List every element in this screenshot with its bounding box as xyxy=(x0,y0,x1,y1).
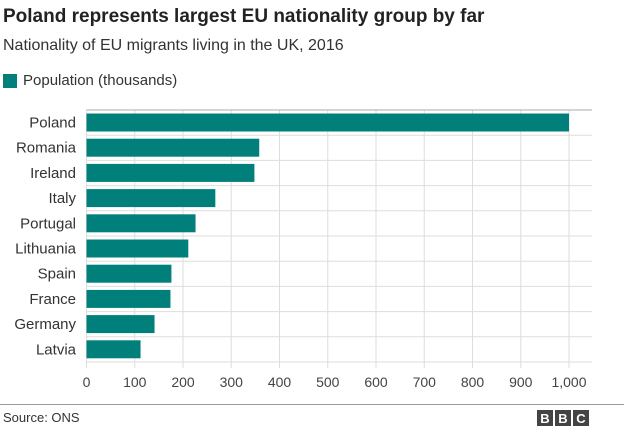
x-tick-label: 900 xyxy=(509,374,533,390)
x-tick-label: 300 xyxy=(220,374,244,390)
bar-italy xyxy=(86,189,216,208)
footer-divider xyxy=(0,404,624,405)
x-tick-label: 1,000 xyxy=(551,374,586,390)
bar-poland xyxy=(86,113,569,132)
x-tick-label: 500 xyxy=(316,374,340,390)
bar-germany xyxy=(86,315,155,334)
bar-chart: 0 100 200 300 400 500 600 700 800 900 1,000 Poland R… xyxy=(14,109,592,390)
legend: Population (thousands) xyxy=(3,72,177,89)
category-label: Spain xyxy=(38,266,76,283)
category-label: Latvia xyxy=(36,341,77,358)
chart-subtitle: Nationality of EU migrants living in the… xyxy=(3,37,344,54)
legend-label: Population (thousands) xyxy=(23,72,178,89)
bar-latvia xyxy=(86,340,141,359)
bar-romania xyxy=(86,138,260,157)
bar-ireland xyxy=(86,163,255,182)
category-label: Italy xyxy=(48,190,76,207)
x-tick-label: 100 xyxy=(123,374,147,390)
category-label: Ireland xyxy=(30,165,76,182)
bar-lithuania xyxy=(86,239,189,258)
source-note: Source: ONS xyxy=(3,410,80,425)
bar-france xyxy=(86,289,171,308)
category-label: Romania xyxy=(16,140,77,157)
category-label: Lithuania xyxy=(15,241,77,258)
chart-title: Poland represents largest EU nationality… xyxy=(3,6,485,27)
category-label: Poland xyxy=(29,115,76,132)
legend-swatch xyxy=(3,73,17,88)
x-tick-label: 700 xyxy=(413,374,437,390)
x-tick-label: 0 xyxy=(83,374,91,390)
bar-spain xyxy=(86,264,172,283)
x-tick-label: 200 xyxy=(171,374,195,390)
category-label: France xyxy=(29,291,76,308)
category-label: Germany xyxy=(14,316,76,333)
x-tick-label: 600 xyxy=(364,374,388,390)
category-label: Portugal xyxy=(20,215,76,232)
x-tick-label: 400 xyxy=(268,374,292,390)
bar-portugal xyxy=(86,214,196,233)
x-tick-label: 800 xyxy=(461,374,485,390)
